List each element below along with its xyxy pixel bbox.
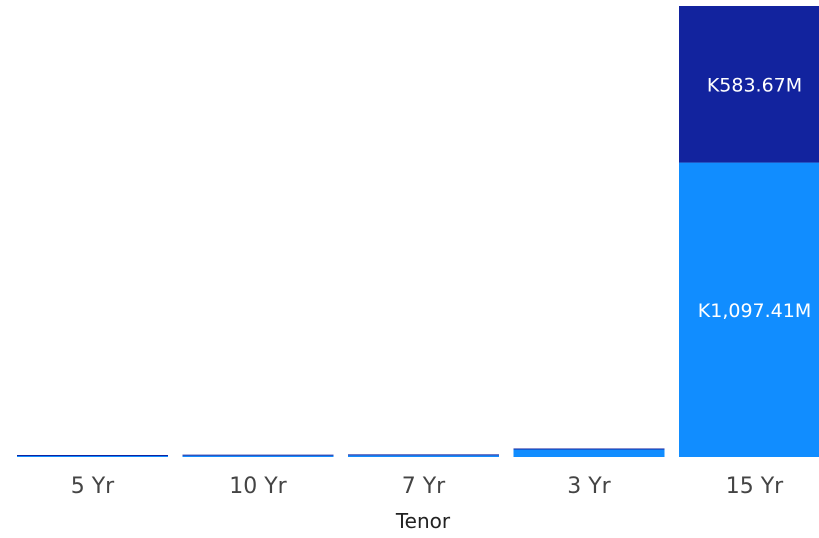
bar-5-segment-2[interactable]	[679, 6, 819, 163]
bar-4-segment-1[interactable]	[513, 449, 665, 457]
data-label-5-segment-1: K1,097.41M	[698, 300, 811, 322]
data-labels-group: K1,097.41M K583.67M	[698, 74, 811, 321]
bar-2-segment-1[interactable]	[182, 455, 334, 457]
x-tick-label-5: 15 Yr	[726, 474, 784, 499]
bars-group	[17, 6, 819, 457]
x-tick-label-3: 7 Yr	[402, 474, 446, 499]
bar-4-segment-2[interactable]	[513, 448, 665, 450]
bar-3-segment-1[interactable]	[348, 455, 499, 457]
x-tick-label-4: 3 Yr	[567, 474, 611, 499]
bar-2-segment-2[interactable]	[182, 454, 334, 456]
x-tick-label-1: 5 Yr	[71, 474, 115, 499]
bar-1-segment-2[interactable]	[17, 455, 168, 456]
x-axis-title: Tenor	[395, 509, 451, 533]
x-tick-labels-group: 5 Yr 10 Yr 7 Yr 3 Yr 15 Yr	[71, 474, 784, 499]
bar-1-segment-1[interactable]	[17, 456, 168, 457]
bar-3-segment-2[interactable]	[348, 454, 499, 456]
x-tick-label-2: 10 Yr	[229, 474, 287, 499]
data-label-5-segment-2: K583.67M	[707, 74, 802, 96]
bar-5-segment-1[interactable]	[679, 162, 819, 457]
